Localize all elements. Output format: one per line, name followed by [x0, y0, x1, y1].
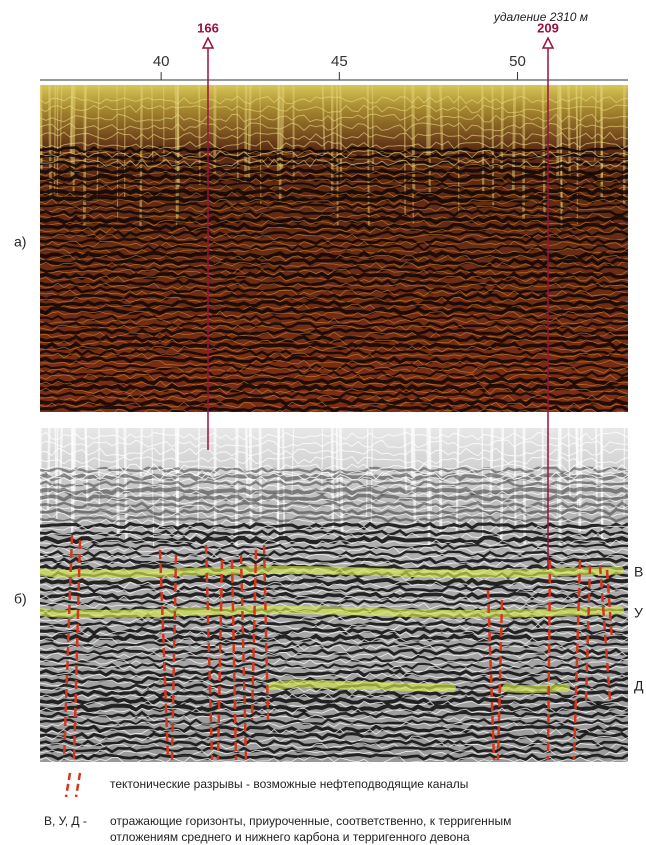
horizon — [40, 610, 620, 614]
horizon-label: В — [634, 564, 643, 580]
figure: удаление 2310 м а) б) В У Д тектонически… — [0, 0, 646, 845]
well-label: 166 — [197, 20, 219, 35]
tick-label: 50 — [509, 53, 526, 70]
streak — [502, 85, 503, 169]
legend-fault-icon — [76, 773, 80, 797]
horizon — [272, 684, 452, 688]
horizon-label: У — [634, 605, 643, 621]
panel-label: а) — [14, 234, 26, 250]
legend-fault-icon — [66, 773, 70, 797]
well-marker — [203, 38, 213, 48]
streak — [428, 428, 429, 545]
tick-label: 40 — [153, 53, 170, 70]
horizon-label: Д — [634, 678, 644, 694]
legend: тектонические разрывы - возможные нефтеп… — [44, 773, 511, 844]
panel-label: б) — [14, 591, 27, 607]
legend-key: В, У, Д - — [44, 814, 87, 828]
well-label: 209 — [537, 20, 559, 35]
well-marker — [543, 38, 553, 48]
horizon — [506, 688, 566, 689]
legend-faults: тектонические разрывы - возможные нефтеп… — [110, 777, 468, 791]
tick-label: 45 — [331, 53, 348, 70]
streak — [236, 428, 237, 549]
horizon — [40, 570, 620, 574]
legend-text: отложениям среднего и нижнего карбона и … — [110, 830, 470, 844]
streak — [492, 85, 493, 207]
streak — [501, 428, 503, 545]
legend-text: отражающие горизонты, приуроченные, соот… — [110, 814, 511, 828]
